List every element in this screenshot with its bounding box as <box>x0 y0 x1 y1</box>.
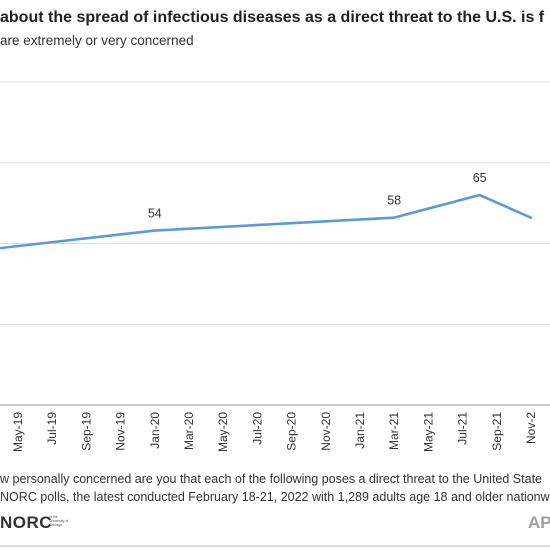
series-line <box>0 193 533 250</box>
data-label: 54 <box>148 207 162 221</box>
bottom-divider <box>0 545 550 547</box>
x-tick-label: Sep-20 <box>285 412 299 451</box>
x-tick-label: Jan-21 <box>353 412 367 449</box>
x-tick-label: Jul-19 <box>45 412 59 445</box>
x-tick-label: Mar-20 <box>182 412 196 450</box>
x-tick-label: Nov-20 <box>319 412 333 451</box>
x-tick-label: Jan-20 <box>148 412 162 449</box>
ap-logo: AP <box>528 513 550 532</box>
footnote-source: NORC polls, the latest conducted Februar… <box>0 490 550 504</box>
norc-logo: NORC <box>0 513 53 532</box>
data-label: 58 <box>387 194 401 208</box>
x-tick-label: Nov-2 <box>524 412 538 444</box>
x-tick-label: May-19 <box>11 412 25 452</box>
x-tick-label: Nov-19 <box>114 412 128 451</box>
data-label: 65 <box>473 171 487 185</box>
x-tick-label: May-20 <box>216 412 230 452</box>
x-tick-label: Sep-21 <box>490 412 504 451</box>
footnote-question: w personally concerned are you that each… <box>0 472 542 486</box>
line-chart: May-19 Jul-19 Sep-19 Nov-19 Jan-20 Mar-20 May-… <box>0 81 550 452</box>
x-tick-label: Jul-21 <box>456 412 470 445</box>
x-tick-label: Mar-21 <box>387 412 401 450</box>
x-tick-label: Sep-19 <box>79 412 93 451</box>
x-tick-label: Jul-20 <box>250 412 264 445</box>
norc-logo-subtext: at the University of Chicago <box>49 515 69 527</box>
chart-subtitle: are extremely or very concerned <box>0 33 194 48</box>
chart-title: about the spread of infectious diseases … <box>0 9 545 26</box>
x-tick-label: May-21 <box>421 412 435 452</box>
